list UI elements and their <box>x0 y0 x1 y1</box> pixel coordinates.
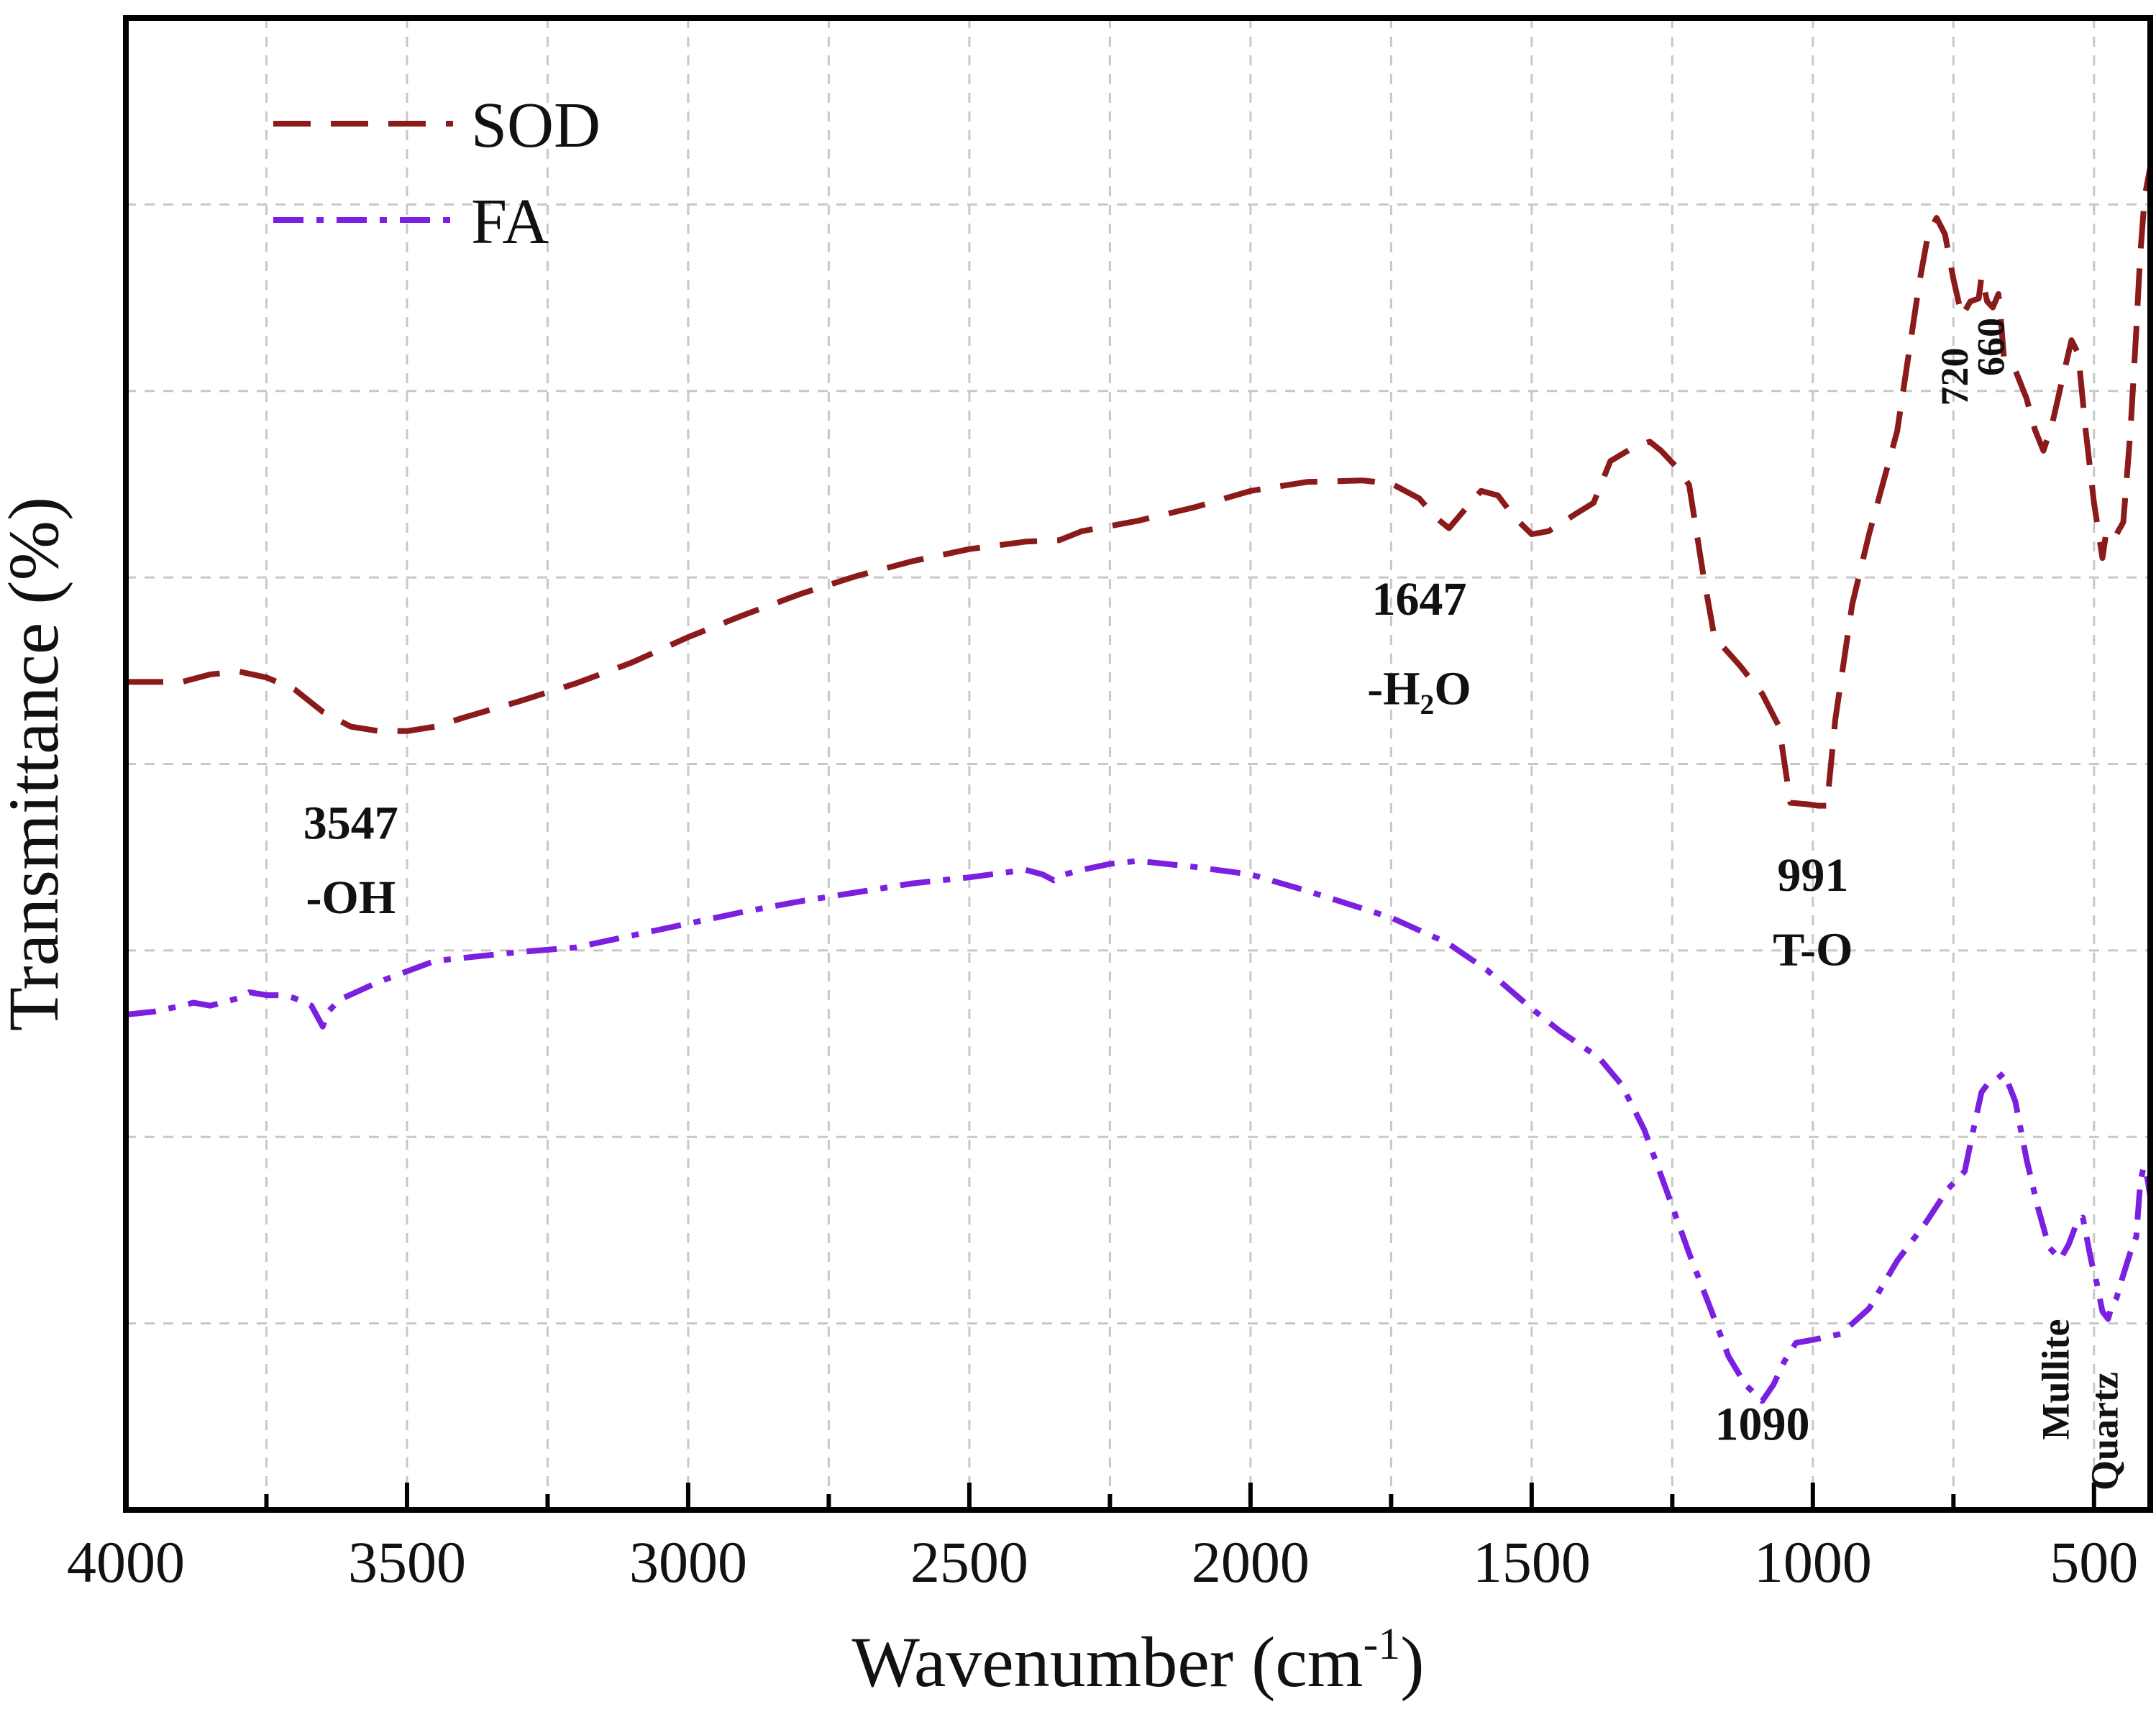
series-line-fa <box>125 858 2153 1404</box>
x-axis-title-text: Wavenumber <box>851 1622 1233 1702</box>
legend-fa-label: FA <box>471 186 549 257</box>
x-tick-label: 2500 <box>910 1529 1028 1595</box>
y-axis-title: Transmittance (%) <box>0 497 73 1031</box>
x-tick-label: 3000 <box>629 1529 747 1595</box>
series-layer <box>125 166 2153 1404</box>
x-tick-label: 3500 <box>348 1529 466 1595</box>
annotation-ann-720: 720 <box>1933 348 1976 406</box>
annotation-ann-660: 660 <box>1970 318 2013 376</box>
x-axis-unit-exp: -1 <box>1364 1620 1401 1669</box>
annotation-ann-1647-label: -H₂O <box>1367 663 1471 715</box>
x-tick-label: 1000 <box>1754 1529 1872 1595</box>
annotation-ann-991-num: 991 <box>1777 849 1848 902</box>
x-axis-title: Wavenumber (cm-1) <box>851 1620 1424 1702</box>
series-line-sod <box>126 166 2153 809</box>
annotation-ann-991-label: T-O <box>1773 924 1853 976</box>
annotation-ann-3547-label: -OH <box>306 871 396 924</box>
x-tick-label: 4000 <box>67 1529 185 1595</box>
x-tick-label: 1500 <box>1473 1529 1591 1595</box>
legend: SOD FA <box>273 90 600 257</box>
x-tick-label: 2000 <box>1192 1529 1310 1595</box>
grid-layer <box>126 18 2150 1510</box>
annotation-ann-quartz: Quartz <box>2083 1372 2127 1491</box>
x-tick-label: 500 <box>2050 1529 2138 1595</box>
annotation-ann-mullite: Mullite <box>2034 1319 2078 1440</box>
tick-layer: 4000 3500 3000 2500 2000 1500 1000 500 <box>67 1483 2138 1595</box>
annotation-ann-3547-num: 3547 <box>303 797 398 849</box>
annotation-ann-1647-num: 1647 <box>1371 573 1466 626</box>
x-axis-unit-base: cm <box>1275 1622 1363 1702</box>
plot-frame <box>123 15 2153 1513</box>
legend-sod-label: SOD <box>471 90 600 161</box>
annotation-ann-1090-num: 1090 <box>1714 1398 1809 1450</box>
